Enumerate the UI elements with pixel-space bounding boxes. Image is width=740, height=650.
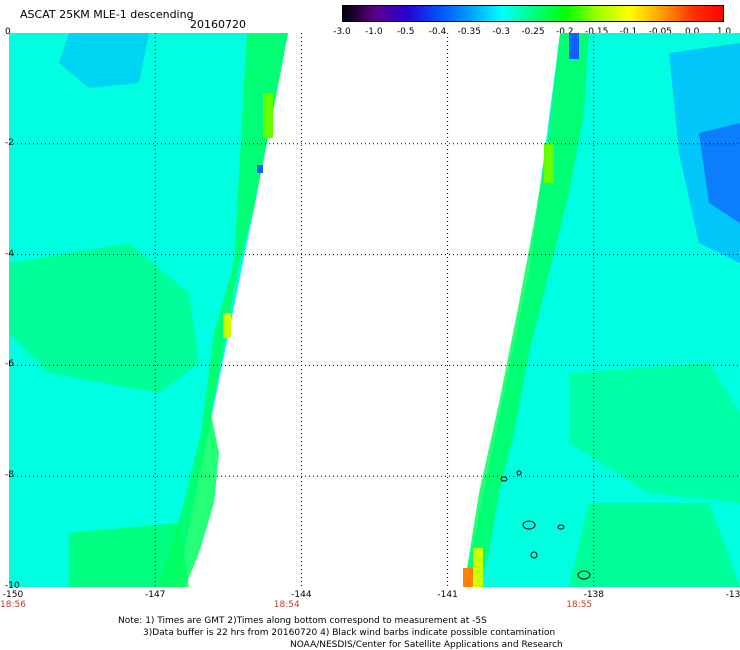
- right-swath-yellow-spot: [473, 548, 483, 587]
- time-label: 18:56: [0, 600, 26, 610]
- left-swath-green-edge: [159, 33, 288, 587]
- left-swath-green-bottom: [69, 523, 189, 587]
- chart-title: ASCAT 25KM MLE-1 descending: [20, 8, 194, 21]
- colorbar-tick-label: -3.0: [333, 27, 351, 37]
- x-tick-label: -150: [2, 590, 24, 600]
- right-swath-green-edge: [464, 33, 589, 587]
- colorbar-tick-label: -0.15: [585, 27, 609, 37]
- colorbar-labels: -3.0 -1.0 -0.5 -0.4 -0.35 -0.3 -0.25 -0.2 -0.15-…: [330, 27, 732, 39]
- left-swath-blue-pixel: [257, 165, 263, 173]
- right-swath: [463, 33, 740, 587]
- x-tick-label: -138: [583, 590, 605, 600]
- right-swath-deep-blue-pixel: [569, 33, 579, 59]
- colorbar-tick-label: 0.0: [684, 27, 700, 37]
- chart-date: 20160720: [190, 18, 246, 31]
- island-outline: [577, 570, 591, 580]
- colorbar-tick-label: -0.05: [648, 27, 672, 37]
- right-swath-lime-spot: [544, 143, 554, 183]
- x-tick-label: -141: [437, 590, 458, 600]
- y-tick-label: -2: [5, 137, 14, 148]
- colorbar-tick-label: -0.5: [396, 27, 415, 37]
- footer-note-2: 3)Data buffer is 22 hrs from 20160720 4)…: [143, 628, 556, 638]
- colorbar-tick-label: -1.0: [365, 27, 383, 37]
- colorbar-tick-label: -0.4: [428, 27, 447, 37]
- right-swath-orange-spot: [463, 568, 473, 587]
- island-outline: [516, 470, 522, 476]
- island-outline: [500, 476, 508, 482]
- x-tick-label: -144: [291, 590, 312, 600]
- left-swath-blue-patch: [59, 33, 149, 88]
- y-tick-label: -4: [5, 248, 14, 259]
- y-tick-label: -10: [5, 581, 20, 591]
- left-swath-yellow-spot: [223, 313, 231, 338]
- footer-note-3: NOAA/NESDIS/Center for Satellite Applica…: [290, 640, 563, 650]
- right-swath-green-middle: [569, 363, 740, 503]
- colorbar-tick-label: 1.0: [716, 27, 732, 37]
- y-tick-label: 0: [5, 27, 11, 37]
- time-label: 18:55: [566, 600, 593, 610]
- left-swath-green-patch: [9, 243, 199, 393]
- island-outline: [557, 524, 565, 530]
- x-tick-label: -13: [725, 590, 740, 600]
- y-tick-label: -6: [5, 359, 14, 370]
- island-outline: [530, 551, 538, 559]
- colorbar-tick-label: -0.25: [521, 27, 545, 37]
- colorbar-tick-label: -0.2: [556, 27, 574, 37]
- colorbar-tick-label: -0.3: [492, 27, 510, 37]
- footer-note-1: Note: 1) Times are GMT 2)Times along bot…: [118, 616, 487, 626]
- colorbar-tick-label: -0.1: [619, 27, 638, 37]
- colorbar: [342, 5, 724, 22]
- right-swath-ocean: [464, 33, 740, 587]
- left-swath: [9, 33, 288, 587]
- left-swath-lime-spot: [263, 93, 273, 138]
- time-label: 18:54: [273, 600, 300, 610]
- island-outlines: [500, 470, 591, 580]
- right-swath-deep-blue: [699, 123, 740, 223]
- colorbar-tick-label: -0.35: [457, 27, 481, 37]
- x-tick-label: -147: [144, 590, 166, 600]
- grid-lines: [9, 33, 740, 587]
- island-outline: [522, 520, 536, 530]
- map-plot: [9, 33, 740, 587]
- y-tick-label: -8: [5, 470, 14, 481]
- right-swath-green-bottom: [569, 503, 740, 587]
